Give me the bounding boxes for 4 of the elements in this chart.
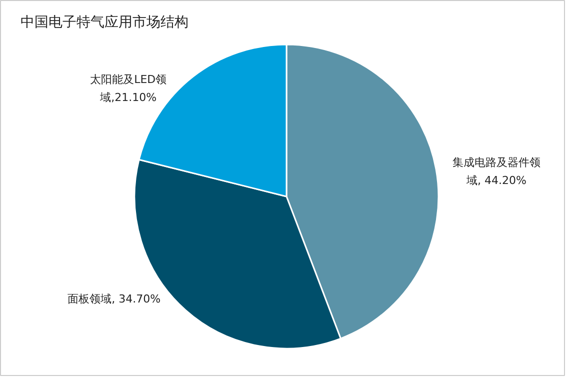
chart-title: 中国电子特气应用市场结构	[20, 14, 188, 30]
slice-label: 太阳能及LED领域,21.10%	[90, 73, 167, 104]
slice-label: 面板领域, 34.70%	[68, 292, 161, 306]
slice-label: 集成电路及器件领域, 44.20%	[452, 156, 540, 188]
